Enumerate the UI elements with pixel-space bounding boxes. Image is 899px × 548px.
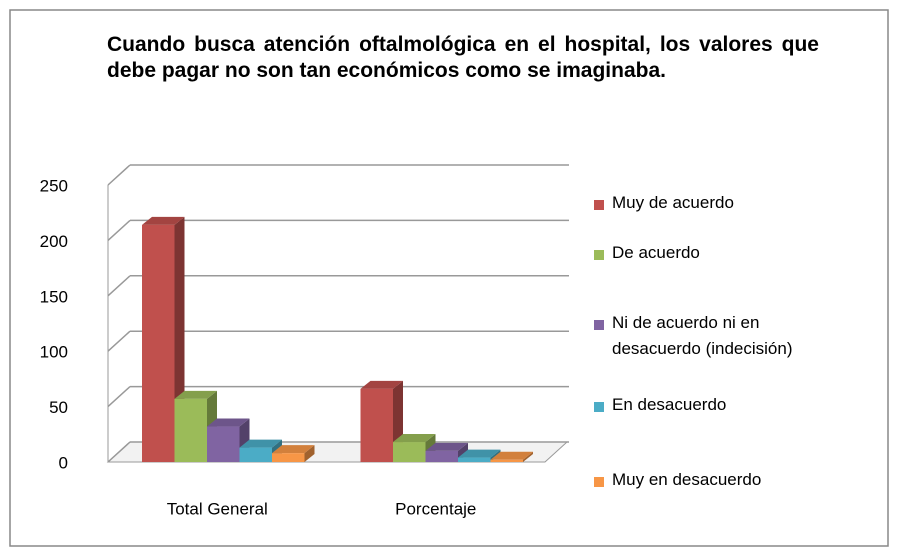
grid-line-side [107,275,131,297]
bar-top [360,380,403,389]
legend-label: Ni de acuerdo ni en desacuerdo (indecisi… [612,313,793,358]
grid-line-side [107,219,131,241]
y-tick-label: 250 [40,176,68,195]
bar-top [207,418,250,427]
legend-label: Muy de acuerdo [612,193,734,212]
bar-top [458,449,501,458]
legend-swatch [594,250,604,260]
bar-side [304,445,315,462]
x-tick-label: Porcentaje [395,499,476,518]
bar-top [393,434,436,443]
grid-line-side [107,386,131,408]
bar-top [174,390,217,399]
bar [360,388,393,462]
y-tick-label: 100 [40,343,68,362]
legend-label: Muy en desacuerdo [612,470,762,489]
legend-swatch [594,402,604,412]
bar-top [490,451,533,460]
bar-top [142,216,185,225]
bar [425,450,458,462]
legend-label: En desacuerdo [612,395,727,414]
bar [239,447,272,462]
bar [393,442,426,462]
frame [9,9,889,547]
bar [142,224,175,462]
grid-line-side [107,441,131,463]
bar-top [272,445,315,454]
y-tick-label: 150 [40,287,68,306]
x-tick-label: Total General [167,499,268,518]
bar [272,453,305,462]
bar-side [523,451,533,462]
y-tick-label: 50 [49,398,68,417]
bar [458,457,491,462]
grid-line-side [107,164,131,186]
chart-title: Cuando busca atención oftalmológica en e… [107,33,819,82]
legend-swatch [594,200,604,210]
bar-top [425,442,468,451]
legend-swatch [594,320,604,330]
legend-swatch [594,477,604,487]
bar [174,398,207,462]
y-tick-label: 200 [40,232,68,251]
bar [490,459,523,462]
grid-line-side [107,330,131,352]
legend-label: De acuerdo [612,243,700,262]
y-tick-label: 0 [59,453,68,472]
bar-top [239,439,282,448]
bar [207,426,240,462]
